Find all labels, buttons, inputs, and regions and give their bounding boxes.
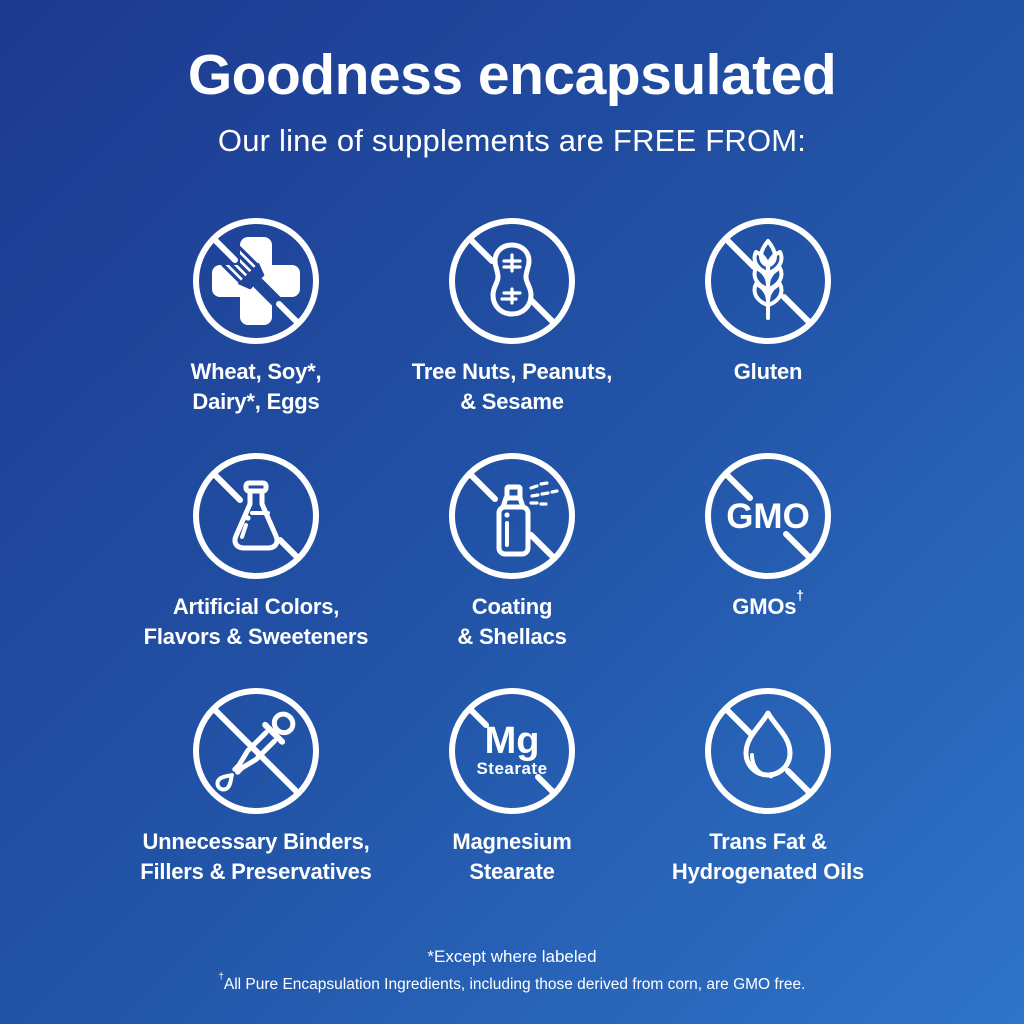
free-from-item-binders: Unnecessary Binders, Fillers & Preservat… [128,685,384,920]
item-label: Magnesium Stearate [452,829,572,885]
page-subtitle: Our line of supplements are FREE FROM: [217,122,807,158]
item-label: Tree Nuts, Peanuts, & Sesame [411,359,613,415]
no-binders-dropper-icon [193,688,319,815]
mg-icon-text: Mg [485,720,540,762]
dagger-mark: † [218,970,224,982]
free-from-item-mg-stearate: Mg Stearate Magnesium Stearate [384,685,640,920]
item-label: Trans Fat & Hydrogenated Oils [671,829,865,885]
dagger-mark: † [796,587,804,603]
item-label: Wheat, Soy*, Dairy*, Eggs [190,359,322,415]
stearate-icon-text: Stearate [476,759,547,778]
free-from-grid: Wheat, Soy*, Dairy*, Eggs [0,215,1024,920]
item-label: GMOs† [732,587,804,620]
footnote-except-where-labeled: *Except where labeled [427,947,597,966]
no-coating-spray-can-icon [449,453,575,580]
free-from-item-gluten: Gluten [640,215,896,450]
no-trans-fat-oil-drop-icon [705,688,831,815]
no-gmo-icon: GMO [705,453,831,580]
item-label: Artificial Colors, Flavors & Sweeteners [143,594,369,650]
item-label: Unnecessary Binders, Fillers & Preservat… [140,829,372,885]
free-from-item-trans-fat: Trans Fat & Hydrogenated Oils [640,685,896,920]
no-wheat-soy-dairy-eggs-icon [193,218,319,345]
free-from-item-artificial: Artificial Colors, Flavors & Sweeteners [128,450,384,685]
no-tree-nuts-peanuts-sesame-icon [449,218,575,345]
item-label: Gluten [733,359,803,385]
item-label: Coating & Shellacs [457,594,567,650]
no-gluten-wheat-stalk-icon [705,218,831,345]
footnotes: *Except where labeled †All Pure Encapsul… [0,946,1024,995]
free-from-item-nuts: Tree Nuts, Peanuts, & Sesame [384,215,640,450]
footnote-gmo-free: †All Pure Encapsulation Ingredients, inc… [218,970,806,993]
page-title: Goodness encapsulated [187,43,837,107]
no-magnesium-stearate-icon: Mg Stearate [449,688,575,815]
free-from-item-coating: Coating & Shellacs [384,450,640,685]
header: Goodness encapsulated Our line of supple… [0,0,1024,159]
gmo-icon-text: GMO [726,497,810,536]
no-artificial-ingredients-flask-icon [193,453,319,580]
free-from-item-gmo: GMO GMOs† [640,450,896,685]
free-from-item-allergens: Wheat, Soy*, Dairy*, Eggs [128,215,384,450]
